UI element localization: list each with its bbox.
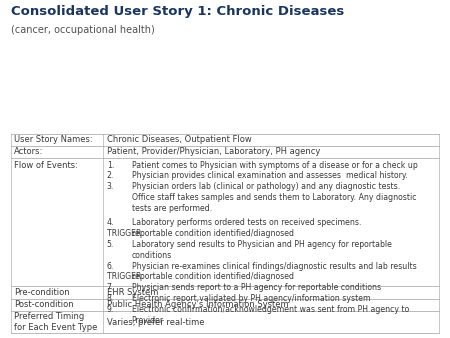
Text: 6.: 6.: [107, 262, 114, 271]
Text: 1.: 1.: [107, 161, 114, 170]
Text: Physician sends report to a PH agency for reportable conditions: Physician sends report to a PH agency fo…: [131, 283, 381, 292]
Text: User Story Names:: User Story Names:: [14, 135, 93, 144]
Text: tests are performed.: tests are performed.: [131, 204, 212, 213]
Text: Patient comes to Physician with symptoms of a disease or for a check up: Patient comes to Physician with symptoms…: [131, 161, 417, 170]
Text: 2.: 2.: [107, 171, 114, 180]
Text: EHR System: EHR System: [107, 288, 158, 297]
Text: reportable condition identified/diagnosed: reportable condition identified/diagnose…: [131, 272, 293, 282]
Text: Actors:: Actors:: [14, 147, 43, 156]
Text: Physician re-examines clinical findings/diagnostic results and lab results: Physician re-examines clinical findings/…: [131, 262, 416, 271]
Text: Consolidated User Story 1: Chronic Diseases: Consolidated User Story 1: Chronic Disea…: [11, 5, 345, 18]
Text: Public Health Agency’s Information System: Public Health Agency’s Information Syste…: [107, 300, 288, 310]
Text: 9.: 9.: [107, 305, 114, 314]
Text: Laboratory performs ordered tests on received specimens.: Laboratory performs ordered tests on rec…: [131, 218, 361, 227]
Text: Office staff takes samples and sends them to Laboratory. Any diagnostic: Office staff takes samples and sends the…: [131, 193, 416, 202]
Text: Preferred Timing
for Each Event Type: Preferred Timing for Each Event Type: [14, 312, 97, 332]
Text: reportable condition identified/diagnosed: reportable condition identified/diagnose…: [131, 229, 293, 238]
Text: Physician provides clinical examination and assesses  medical history.: Physician provides clinical examination …: [131, 171, 407, 180]
Text: 3.: 3.: [107, 182, 114, 191]
Text: Patient, Provider/Physician, Laboratory, PH agency: Patient, Provider/Physician, Laboratory,…: [107, 147, 320, 156]
Text: TRIGGER:: TRIGGER:: [107, 229, 144, 238]
Text: Physician orders lab (clinical or pathology) and any diagnostic tests.: Physician orders lab (clinical or pathol…: [131, 182, 400, 191]
Text: TRIGGER:: TRIGGER:: [107, 272, 144, 282]
Text: 4.: 4.: [107, 218, 114, 227]
Text: (cancer, occupational health): (cancer, occupational health): [11, 25, 155, 35]
Text: 5.: 5.: [107, 240, 114, 249]
Text: Pre-condition: Pre-condition: [14, 288, 70, 297]
Text: Laboratory send results to Physician and PH agency for reportable: Laboratory send results to Physician and…: [131, 240, 392, 249]
Text: conditions: conditions: [131, 251, 172, 260]
Text: Varies, prefer real-time: Varies, prefer real-time: [107, 317, 204, 327]
Text: Chronic Diseases, Outpatient Flow: Chronic Diseases, Outpatient Flow: [107, 135, 252, 144]
Text: Provider: Provider: [131, 316, 164, 325]
Text: Post-condition: Post-condition: [14, 300, 74, 310]
Text: 8.: 8.: [107, 294, 114, 303]
Text: Flow of Events:: Flow of Events:: [14, 161, 78, 170]
Text: 7.: 7.: [107, 283, 114, 292]
Text: Electronic confirmation/acknowledgement was sent from PH agency to: Electronic confirmation/acknowledgement …: [131, 305, 409, 314]
Text: Electronic report validated by PH agency/information system: Electronic report validated by PH agency…: [131, 294, 370, 303]
